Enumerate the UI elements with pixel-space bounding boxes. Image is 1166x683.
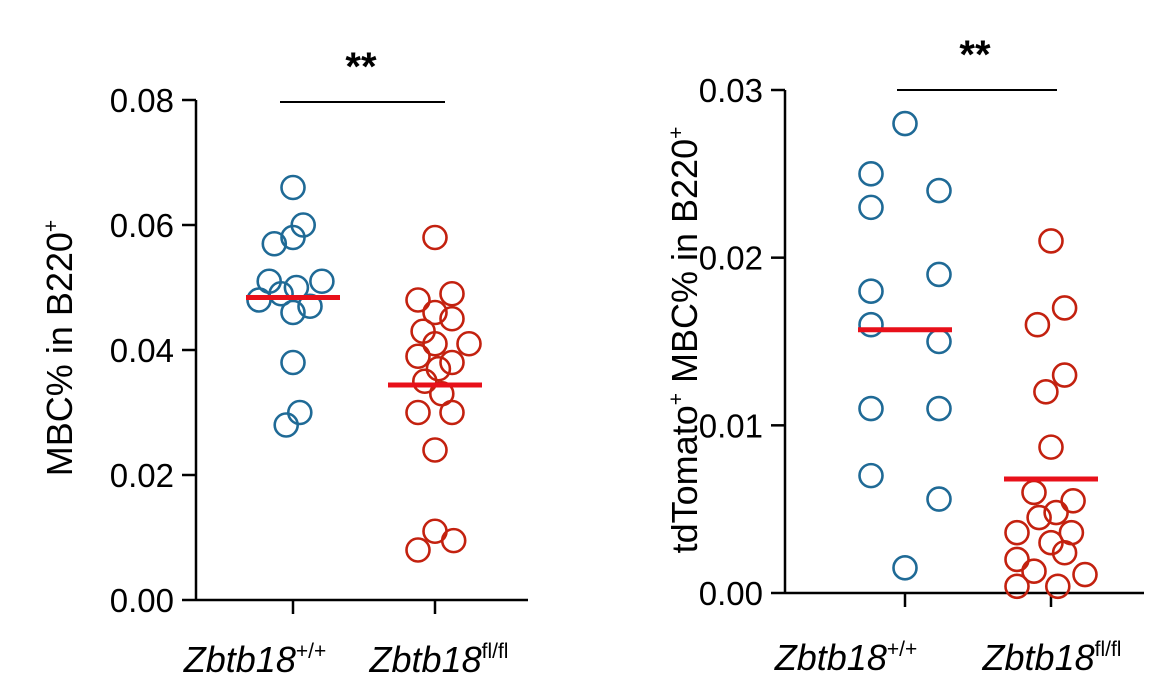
x-tick-label-wt: Zbtb18+/+ xyxy=(183,639,326,680)
data-point-wt xyxy=(261,230,288,257)
data-point-ko xyxy=(1004,573,1030,600)
data-point-wt xyxy=(892,110,918,137)
data-point-wt xyxy=(273,412,300,438)
chart-mbc-percent: 0.00 0.02 0.04 0.06 0.08 MBC% in B220+ ** Zb… xyxy=(39,45,528,680)
data-point-ko xyxy=(1021,479,1047,506)
data-point-ko xyxy=(422,299,448,326)
data-point-ko xyxy=(405,343,431,370)
x-tick-label-wt: Zbtb18+/+ xyxy=(774,637,917,678)
data-point-ko xyxy=(1026,504,1052,531)
data-point-ko xyxy=(405,537,431,563)
data-point-ko xyxy=(1021,558,1047,585)
data-point-ko xyxy=(1004,546,1030,573)
y-tick-label: 0.08 xyxy=(110,82,174,119)
data-point-wt xyxy=(926,328,952,355)
data-point-wt xyxy=(280,299,306,326)
y-tick-label: 0.00 xyxy=(110,582,174,619)
data-point-wt xyxy=(280,224,306,251)
data-point-ko xyxy=(411,368,438,395)
y-tick-label: 0.02 xyxy=(699,240,763,277)
data-point-ko xyxy=(1004,519,1030,546)
y-tick-label: 0.06 xyxy=(110,207,174,244)
data-point-ko xyxy=(439,280,465,307)
data-point-ko xyxy=(1051,539,1078,566)
data-point-wt xyxy=(858,395,884,422)
data-point-ko xyxy=(1051,362,1078,388)
data-point-wt xyxy=(280,174,306,201)
y-axis-label: MBC% in B220+ xyxy=(39,220,80,476)
significance-label: ** xyxy=(959,33,991,77)
data-point-ko xyxy=(439,305,465,332)
data-point-wt xyxy=(309,268,335,295)
data-point-wt xyxy=(926,486,952,512)
data-point-ko xyxy=(422,330,448,357)
data-point-ko xyxy=(439,399,465,426)
data-point-ko xyxy=(1045,573,1071,600)
y-tick-label: 0.01 xyxy=(699,407,763,444)
data-point-ko xyxy=(1051,295,1078,321)
data-point-ko xyxy=(1038,228,1064,254)
data-point-ko xyxy=(425,355,452,382)
data-point-ko xyxy=(405,287,431,313)
data-point-ko xyxy=(1060,487,1086,514)
data-point-wt xyxy=(297,293,323,320)
significance-label: ** xyxy=(345,45,377,89)
y-tick-label: 0.03 xyxy=(699,72,763,109)
y-tick-label: 0.00 xyxy=(699,575,763,612)
data-point-wt xyxy=(280,349,306,376)
data-point-ko xyxy=(439,349,465,376)
data-point-ko xyxy=(422,224,448,251)
y-tick-label: 0.04 xyxy=(110,332,174,369)
data-point-wt xyxy=(858,311,884,338)
data-point-wt xyxy=(858,194,884,221)
data-point-wt xyxy=(926,177,952,204)
data-point-wt xyxy=(286,399,313,426)
data-point-ko xyxy=(405,399,431,426)
data-point-ko xyxy=(456,330,482,357)
data-point-wt xyxy=(858,161,884,187)
y-tick-label: 0.02 xyxy=(110,457,174,494)
data-point-wt xyxy=(892,555,918,581)
chart-tdtomato-mbc-percent: 0.00 0.01 0.02 0.03 tdTomato+ MBC% in B220+… xyxy=(664,33,1144,678)
data-point-ko xyxy=(1033,378,1059,405)
data-point-ko xyxy=(1038,434,1064,460)
data-point-wt xyxy=(858,278,884,305)
x-tick-label-ko: Zbtb18fl/fl xyxy=(369,639,509,680)
data-point-ko xyxy=(1043,499,1069,526)
data-point-wt xyxy=(858,462,884,489)
x-tick-label-ko: Zbtb18fl/fl xyxy=(982,637,1122,678)
data-point-wt xyxy=(926,395,952,422)
data-point-ko xyxy=(1072,561,1098,588)
data-point-ko xyxy=(440,527,467,554)
data-point-ko xyxy=(1024,311,1051,338)
y-axis-label: tdTomato+ MBC% in B220+ xyxy=(664,127,705,554)
data-point-ko xyxy=(422,437,448,463)
data-point-wt xyxy=(926,261,952,288)
